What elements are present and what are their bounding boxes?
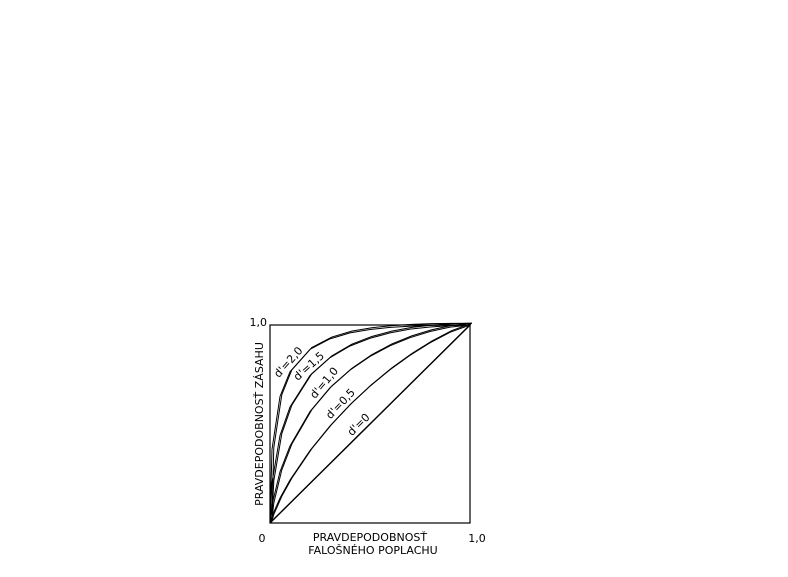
roc-curve: [271, 322, 472, 522]
curve-label: d'=0,5: [323, 386, 358, 422]
y-axis-label: PRAVDEPODOBNOSŤ ZÁSAHU: [253, 342, 266, 506]
roc-curve: [271, 322, 472, 522]
y-tick-label: 1,0: [250, 316, 268, 329]
roc-curve: [271, 322, 472, 522]
roc-curve: [269, 324, 471, 524]
x-tick-label: 0: [259, 532, 266, 545]
roc-curve: [270, 323, 472, 523]
x-tick-label: 1,0: [468, 532, 486, 545]
plot-frame: [269, 324, 471, 524]
roc-curve: [271, 322, 472, 522]
x-axis-label: PRAVDEPODOBNOSŤ: [313, 531, 427, 544]
x-axis-label: FALOŠNÉHO POPLACHU: [308, 544, 437, 557]
